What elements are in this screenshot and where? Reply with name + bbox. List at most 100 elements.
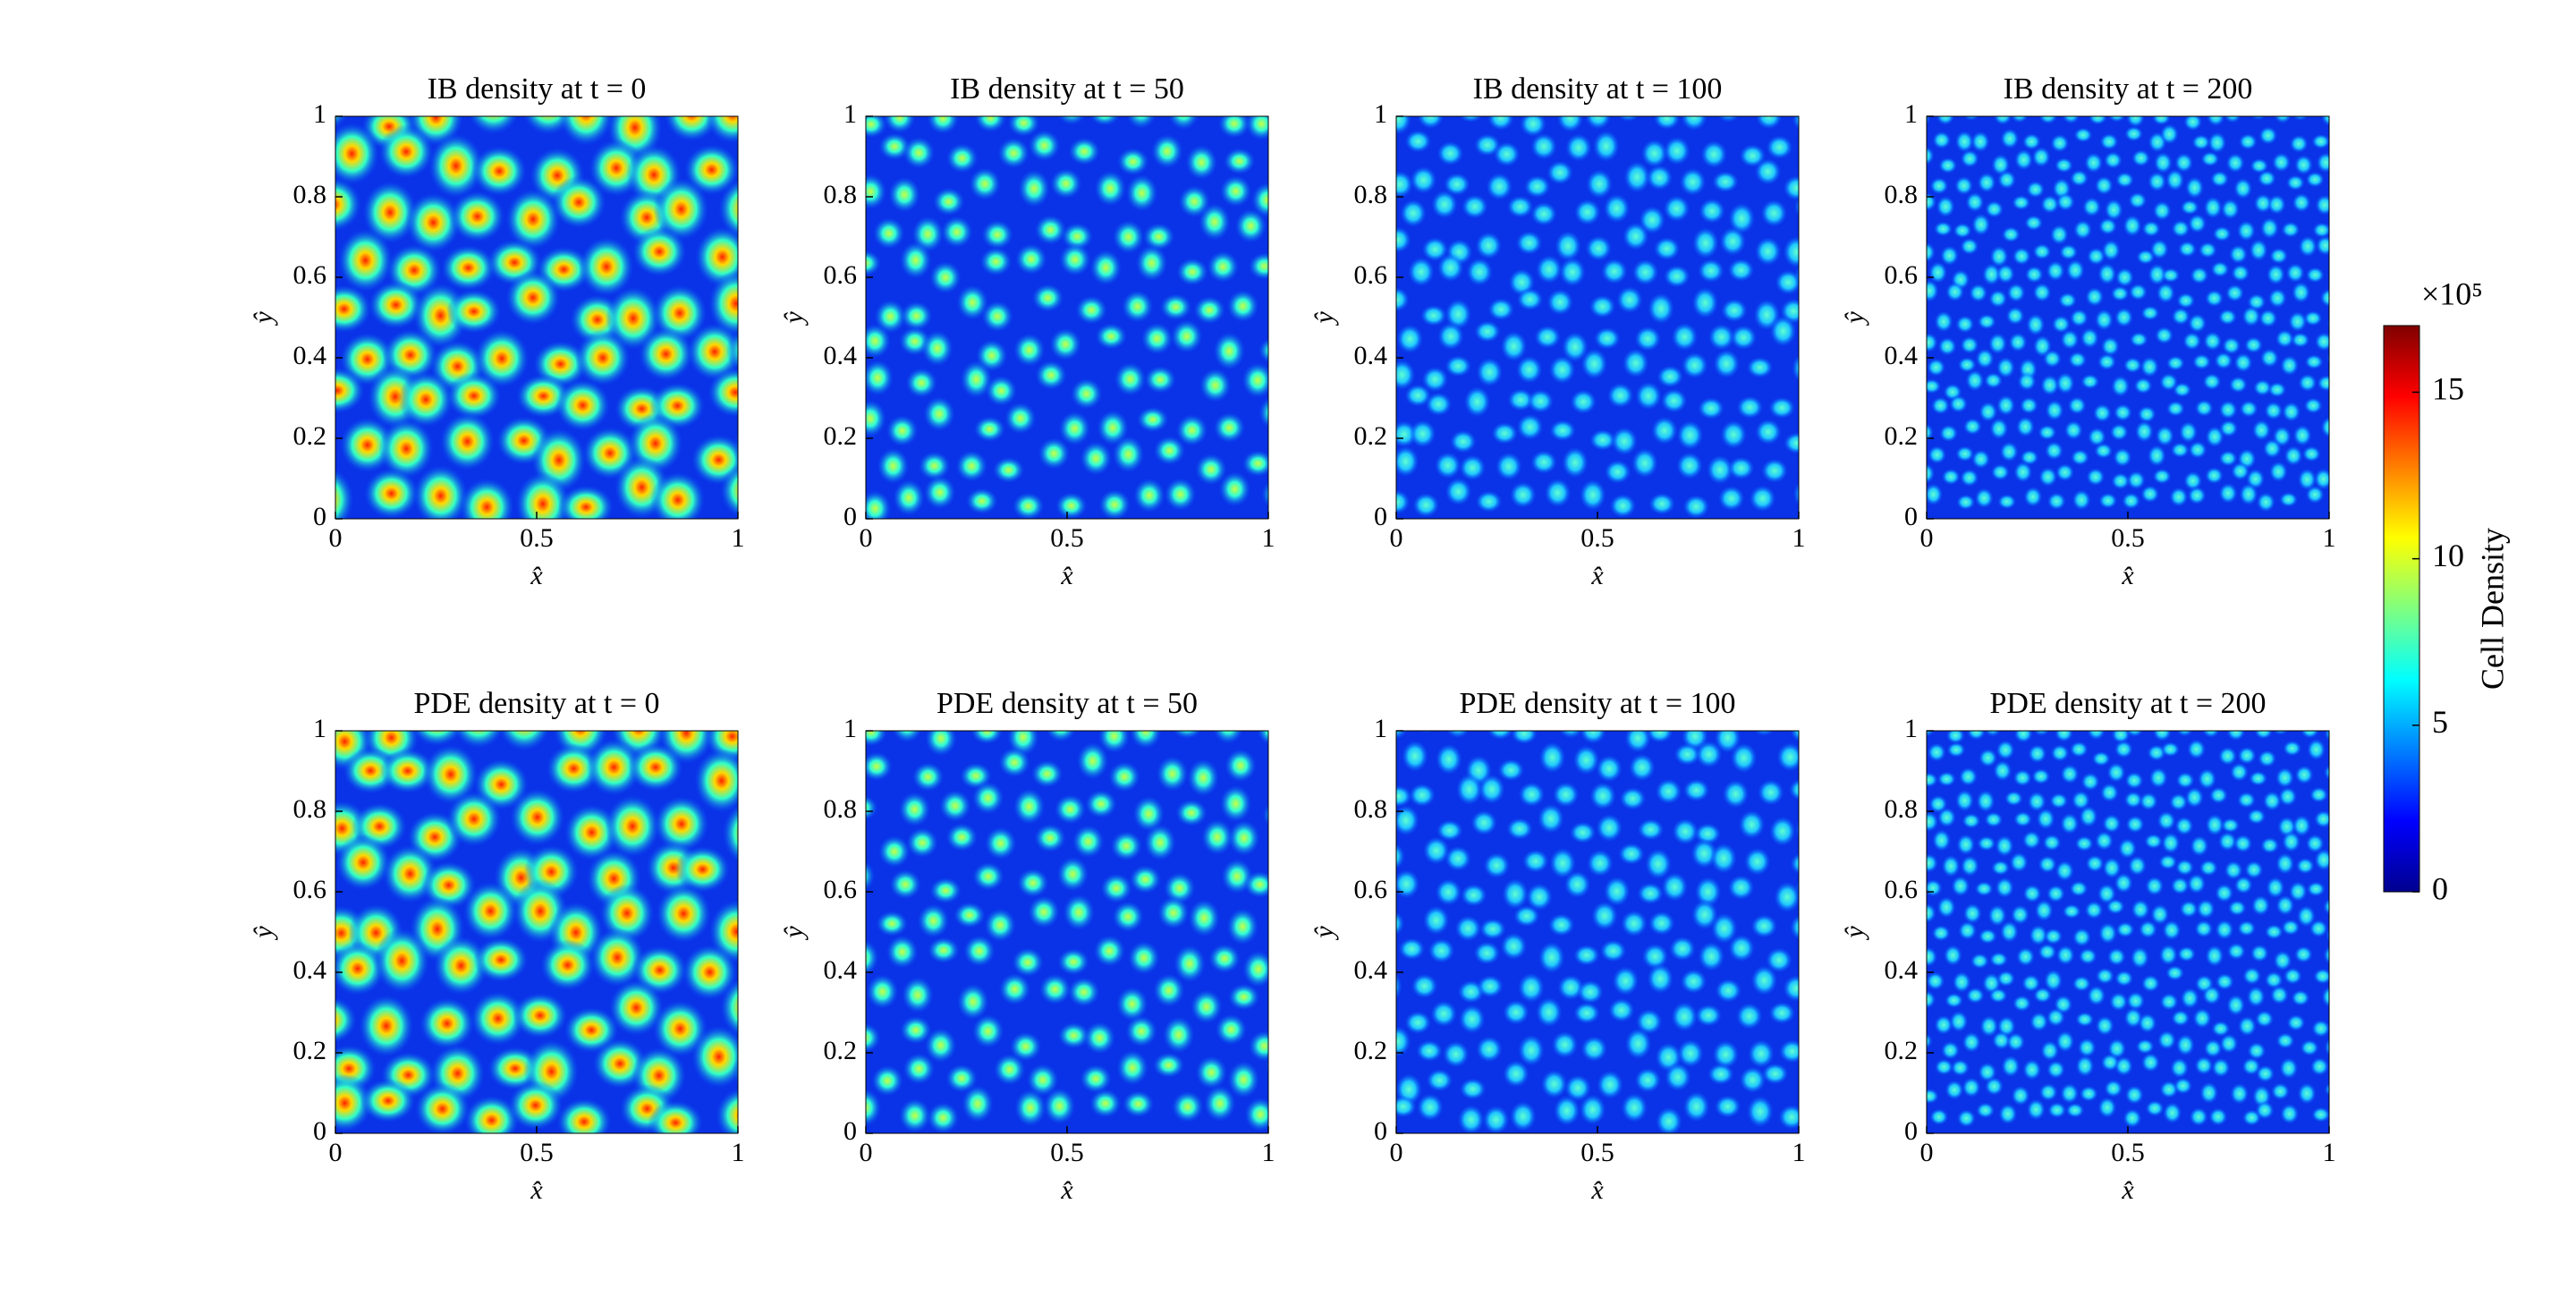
density-spot: [2294, 765, 2314, 784]
density-spot: [733, 429, 738, 467]
density-spot: [1927, 1088, 1939, 1105]
x-tick-label: 0.5: [520, 523, 554, 553]
density-spot: [2045, 399, 2064, 421]
density-spot: [1572, 944, 1600, 966]
y-tick-label: 0.6: [1354, 260, 1388, 290]
density-spot: [459, 478, 515, 519]
density-spot: [1030, 759, 1063, 788]
density-spot: [1989, 245, 2009, 267]
density-spot: [1589, 294, 1616, 318]
density-spot: [2305, 267, 2325, 284]
y-tick-label: 1: [1374, 714, 1387, 743]
density-spot: [1650, 416, 1678, 445]
density-spot: [1945, 731, 1965, 744]
density-spot: [1455, 773, 1483, 806]
density-spot: [1927, 1032, 1933, 1049]
density-spot: [1793, 196, 1799, 217]
density-spot: [2125, 116, 2146, 128]
density-spot: [1727, 258, 1755, 283]
density-spot: [1760, 199, 1788, 227]
density-spot: [1219, 784, 1252, 823]
density-spot: [1943, 944, 1962, 967]
density-spot: [445, 371, 502, 420]
density-spot: [1396, 804, 1419, 836]
y-tick-label: 0.4: [824, 341, 858, 370]
density-spot: [605, 794, 661, 859]
density-spot: [1045, 731, 1077, 742]
density-spot: [1941, 468, 1961, 486]
density-spot: [2086, 247, 2106, 266]
density-spot: [1156, 755, 1189, 793]
density-spot: [2280, 1103, 2300, 1124]
y-tick-label: 0.6: [293, 260, 327, 290]
density-spot: [2170, 442, 2190, 458]
density-spot: [653, 177, 709, 242]
density-spot: [1213, 331, 1246, 371]
y-tick-label: 0: [1904, 502, 1918, 531]
density-spot: [1188, 898, 1221, 937]
density-spot: [412, 464, 469, 519]
density-spot: [1396, 324, 1424, 354]
density-spot: [1736, 395, 1764, 420]
density-spot: [2249, 239, 2268, 262]
density-spot: [1765, 947, 1792, 973]
density-spot: [1634, 326, 1662, 352]
density-spot: [2104, 1079, 2123, 1098]
density-spot: [1068, 137, 1101, 166]
density-spot: [1801, 329, 1828, 358]
y-axis-label: ŷ: [1309, 926, 1339, 941]
density-spot: [1938, 424, 1959, 443]
density-spot: [906, 827, 939, 859]
density-spot: [1089, 116, 1121, 126]
density-spot: [1611, 427, 1639, 456]
density-spot: [656, 883, 712, 944]
colorbar-tick-label: 15: [2432, 371, 2464, 407]
density-spot: [1072, 824, 1105, 859]
x-tick-label: 0.5: [1050, 1138, 1084, 1167]
density-spot: [2262, 791, 2282, 811]
density-spot: [1127, 940, 1160, 976]
density-spot: [2230, 1082, 2250, 1105]
density-spot: [928, 260, 962, 294]
density-spot: [1396, 489, 1411, 515]
density-spot: [1750, 914, 1778, 938]
density-spot: [1927, 378, 1942, 394]
density-spot: [2139, 792, 2158, 811]
density-spot: [2040, 1040, 2060, 1062]
density-spot: [1809, 1005, 1836, 1032]
density-spot: [2024, 215, 2044, 232]
density-spot: [1396, 170, 1414, 199]
density-spot: [1116, 148, 1149, 176]
density-spot: [2109, 423, 2129, 441]
density-spot: [1730, 325, 1758, 351]
density-spot: [1996, 263, 2015, 284]
density-spot: [2159, 992, 2179, 1011]
density-spot: [2182, 331, 2202, 351]
density-spot: [1960, 335, 1979, 354]
density-spot: [2278, 786, 2298, 807]
chart-title: IB density at t = 100: [1473, 72, 1723, 106]
density-spot: [1585, 235, 1613, 262]
density-spot: [2180, 987, 2199, 1010]
density-spot: [1927, 192, 1937, 212]
density-spot: [1977, 835, 1996, 852]
density-spot: [1955, 315, 1975, 334]
density-spot: [2140, 974, 2160, 993]
density-spot: [1697, 259, 1724, 284]
density-spot: [1927, 731, 1936, 737]
density-spot: [2239, 400, 2258, 418]
density-spot: [507, 1080, 564, 1131]
density-spot: [2145, 876, 2165, 896]
density-spot: [1590, 901, 1618, 931]
density-spot: [866, 116, 887, 139]
density-spot: [2067, 396, 2087, 415]
density-spot: [2219, 1033, 2239, 1054]
density-spot: [2029, 924, 2048, 946]
density-spot: [1971, 449, 1991, 470]
density-spot: [2307, 738, 2326, 761]
density-spot: [2231, 264, 2250, 283]
density-spot: [2190, 266, 2209, 284]
density-spot: [1976, 1102, 1996, 1119]
density-spot: [1998, 1103, 2018, 1125]
density-spot: [1553, 1095, 1580, 1126]
